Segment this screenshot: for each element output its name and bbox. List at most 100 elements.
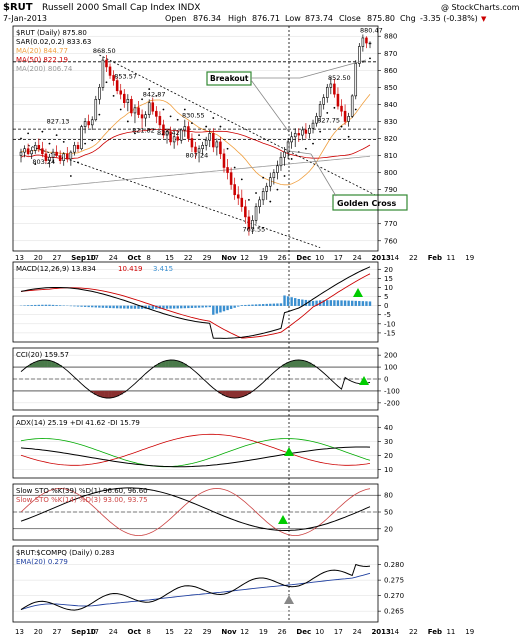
- legend-entry: $RUT:$COMPQ (Daily) 0.283: [16, 549, 115, 557]
- sar-dot: [212, 117, 215, 119]
- ratio-line: [20, 563, 371, 611]
- candle: [347, 116, 350, 122]
- cci-fill: [218, 390, 223, 394]
- macd-histogram-bar: [258, 304, 261, 306]
- candle: [87, 121, 90, 126]
- price-annotation: 827.13: [47, 117, 70, 125]
- cci-fill: [179, 362, 184, 368]
- macd-histogram-bar: [83, 305, 87, 307]
- macd-histogram-bar: [140, 305, 144, 309]
- price-annotation: 807.24: [186, 151, 209, 159]
- price-annotation: 880.47: [360, 26, 383, 34]
- cci-fill: [44, 359, 48, 368]
- candle: [162, 124, 165, 136]
- y-tick-label: 100: [384, 364, 397, 372]
- breakout-label: Breakout: [210, 74, 249, 83]
- x-tick-label: 26: [278, 254, 287, 262]
- candle: [112, 75, 115, 81]
- candle: [62, 153, 66, 161]
- macd-histogram-bar: [326, 300, 329, 306]
- gray-arrow-icon: [284, 595, 294, 610]
- macd-histogram-bar: [229, 305, 233, 309]
- high-value: 876.71: [252, 14, 280, 23]
- x-tick-label: 17: [90, 628, 99, 636]
- macd-histogram-bar: [350, 300, 354, 306]
- candle: [269, 177, 272, 187]
- candle: [126, 98, 130, 104]
- candle: [318, 104, 322, 117]
- close-value: 875.80: [367, 14, 395, 23]
- x-tick-label: 22: [409, 628, 418, 636]
- sar-dot: [126, 120, 129, 123]
- candle: [55, 151, 58, 156]
- candle: [336, 93, 340, 107]
- macd-histogram-bar: [148, 305, 151, 309]
- macd-histogram-bar: [176, 305, 179, 309]
- candle: [343, 110, 347, 122]
- legend-entry: Slow STO %K(14) %D(3) 93.00, 93.75: [16, 496, 148, 504]
- price-frame: [12, 25, 379, 252]
- close-label: Close: [339, 14, 361, 23]
- golden-cross-label: Golden Cross: [337, 199, 397, 208]
- y-tick-label: 0.280: [384, 561, 404, 569]
- x-tick-label: 29: [203, 254, 212, 262]
- sar-dot: [198, 134, 200, 136]
- price-panel: 8808708608508408308208108007907807707608…: [13, 26, 408, 248]
- price-annotation: 853.57: [114, 72, 137, 80]
- candle: [290, 136, 293, 143]
- y-tick-label: 0: [384, 376, 388, 384]
- macd-histogram-bar: [76, 305, 80, 307]
- x-tick-label: 20: [34, 628, 43, 636]
- macd-histogram-bar: [190, 305, 194, 308]
- chg-label: Chg: [400, 14, 416, 23]
- sar-dot: [155, 94, 158, 97]
- sar-dot: [255, 192, 257, 194]
- macd-histogram-bar: [34, 304, 37, 306]
- cci-fill: [222, 390, 226, 396]
- candle: [30, 150, 33, 155]
- x-tick-label: 20: [34, 254, 43, 262]
- sar-dot: [248, 198, 250, 201]
- sar-dot: [48, 142, 51, 145]
- y-tick-label: 5: [384, 293, 388, 301]
- candle: [190, 138, 194, 148]
- candle: [155, 110, 158, 117]
- chart-panels: 8808708608508408308208108007907807707608…: [12, 25, 474, 636]
- x-tick-label: 8: [146, 254, 150, 262]
- candle: [279, 156, 283, 167]
- y-tick-label: 770: [384, 220, 397, 228]
- y-tick-label: 860: [384, 67, 397, 75]
- macd-histogram-bar: [219, 305, 222, 313]
- candle: [212, 133, 215, 148]
- macd-histogram-bar: [115, 305, 119, 309]
- macd-histogram-bar: [204, 305, 208, 308]
- ratio-panel: 0.280 0.275 0.270 0.265 $RUT:$COMPQ (Daily) …: [13, 549, 404, 616]
- price-annotation: 868.50: [93, 47, 116, 55]
- candle: [144, 114, 147, 119]
- y-tick-label: 20: [384, 525, 393, 533]
- symbol: $RUT: [3, 2, 33, 13]
- down-trendline: [99, 54, 379, 197]
- candle: [283, 151, 286, 158]
- chg-down-icon: ▼: [481, 15, 487, 23]
- cci-fill: [108, 390, 112, 398]
- legend-entry: MACD(12,26,9) 13.834: [16, 265, 96, 273]
- macd-histogram-bar: [244, 304, 247, 306]
- y-tick-label: 200: [384, 352, 397, 360]
- y-tick-label: 800: [384, 169, 397, 177]
- x-tick-label: 27: [53, 628, 62, 636]
- macd-histogram-bar: [361, 301, 365, 306]
- breakout-pointer: [299, 59, 367, 79]
- candle: [261, 191, 265, 201]
- sar-dot: [233, 166, 236, 169]
- cci-fill: [58, 365, 63, 368]
- x-tick-label: 10: [315, 628, 324, 636]
- macd-histogram-bar: [340, 300, 343, 306]
- macd-histogram-bar: [269, 303, 272, 306]
- breakout-box: [206, 71, 252, 86]
- sar-dot: [276, 188, 279, 191]
- y-tick-label: 790: [384, 186, 397, 194]
- chart-header: $RUT Russell 2000 Small Cap Index INDX 7…: [3, 2, 520, 23]
- macd-histogram-bar: [137, 305, 140, 309]
- sar-dot: [219, 125, 222, 128]
